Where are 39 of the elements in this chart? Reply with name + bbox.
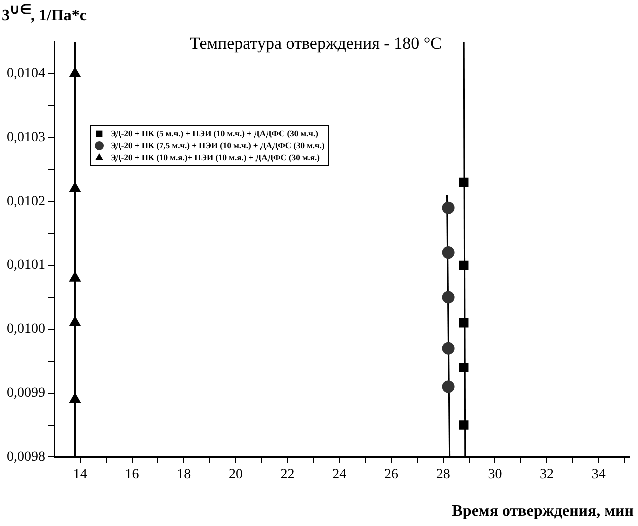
y-tick-label: 0,0098: [7, 450, 46, 465]
chart-title: Температура отверждения - 180 °C: [190, 34, 442, 54]
x-tick-label: 22: [280, 467, 295, 482]
point: [442, 246, 455, 260]
x-tick-label: 26: [384, 467, 399, 482]
x-tick-label: 18: [177, 467, 192, 482]
legend-label: ЭД-20 + ПК (7,5 м.ч.) + ПЭИ (10 м.ч.) + ДАДФС (30 м.ч.): [110, 140, 325, 151]
x-tick-label: 16: [125, 467, 140, 482]
x-tick-label: 28: [436, 467, 450, 482]
point: [459, 420, 469, 430]
x-tick-label: 14: [73, 467, 88, 482]
point: [459, 178, 469, 188]
legend-label: ЭД-20 + ПК (5 м.ч.) + ПЭИ (10 м.ч.) + ДАДФС (30 м.ч.): [110, 128, 319, 139]
point: [442, 342, 455, 355]
y-tick-label: 0,0103: [7, 130, 46, 146]
y-tick-label: 0,0101: [7, 258, 46, 274]
x-tick-label: 20: [228, 467, 243, 482]
x-tick-label: 24: [332, 467, 347, 482]
y-tick-label: 0,0102: [7, 194, 46, 210]
point: [459, 260, 469, 270]
point: [442, 291, 455, 304]
point: [459, 363, 469, 372]
x-tick-label: 34: [592, 467, 606, 482]
point: [70, 272, 81, 282]
y-tick-label: 0,0104: [7, 66, 46, 82]
point: [459, 318, 469, 328]
y-tick-label: 0,0099: [7, 386, 46, 401]
y-axis-title: 3$^{∪∈}$, 1/Па*с: [2, 2, 87, 26]
point: [70, 316, 81, 327]
x-tick-label: 30: [488, 467, 502, 482]
x-tick-label: 32: [540, 467, 554, 482]
point: [442, 380, 455, 394]
point: [70, 393, 81, 404]
legend-label: ЭД-20 + ПК (10 м.я.)+ ПЭИ (10 м.я.) + ДАДФС (30 м.я.): [110, 152, 320, 163]
point: [70, 182, 81, 192]
y-tick-label: 0,0100: [7, 322, 46, 338]
point: [442, 202, 455, 214]
x-axis-title: Время отверждения, мин: [452, 503, 634, 521]
point: [70, 68, 81, 78]
